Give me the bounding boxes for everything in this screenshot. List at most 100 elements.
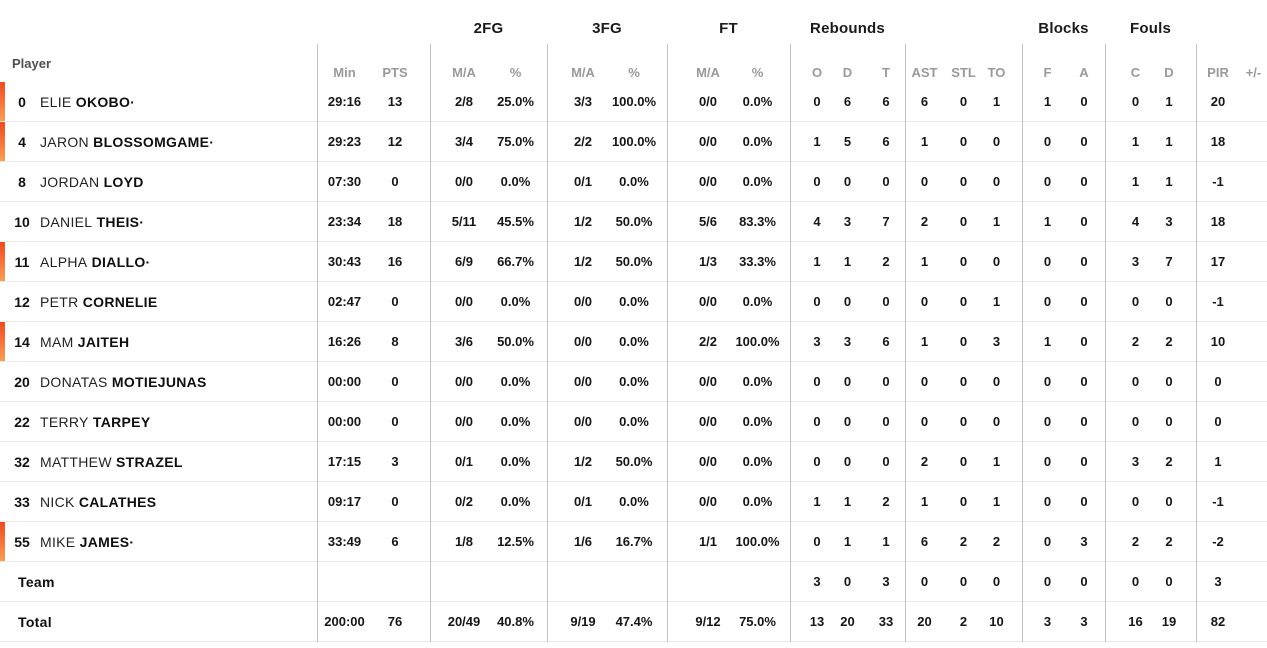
3fg-made-attempted: 0/0 — [573, 294, 593, 309]
ft-made-attempted: 1/3 — [698, 254, 718, 269]
pir-value: -2 — [1212, 534, 1224, 549]
3fg-made-attempted: 0/0 — [573, 414, 593, 429]
points-value — [372, 562, 430, 601]
steals: 0 — [959, 454, 968, 469]
player-name: TERRY TARPEY — [40, 413, 151, 430]
table-row[interactable]: 8 JORDAN LOYD 07:30 0 0/0 0.0% 0/1 0.0% … — [0, 162, 1267, 202]
minutes-value: 33:49 — [327, 534, 362, 549]
player-name: MIKE JAMES· — [40, 533, 135, 550]
blocks-for: 0 — [1043, 174, 1052, 189]
plus-minus-value — [1240, 122, 1267, 161]
2fg-made-attempted: 20/49 — [447, 614, 481, 629]
defensive-rebounds: 3 — [843, 334, 852, 349]
table-row[interactable]: 33 NICK CALATHES 09:17 0 0/2 0.0% 0/1 0.… — [0, 482, 1267, 522]
player-cell: 32 MATTHEW STRAZEL — [0, 442, 317, 481]
column-divider — [547, 44, 548, 642]
offensive-rebounds: 3 — [813, 334, 821, 349]
2fg-percentage: 0.0% — [500, 494, 531, 509]
player-cell: Team — [0, 562, 317, 601]
player-cell: 20 DONATAS MOTIEJUNAS — [0, 362, 317, 401]
turnovers: 1 — [992, 494, 1001, 509]
plus-minus-value — [1240, 402, 1267, 441]
fouls-drawn: 0 — [1165, 374, 1173, 389]
3fg-percentage: 50.0% — [615, 254, 653, 269]
2fg-percentage: 0.0% — [500, 454, 531, 469]
player-name: ALPHA DIALLO· — [40, 253, 151, 270]
table-row[interactable]: 4 JARON BLOSSOMGAME· 29:23 12 3/4 75.0% … — [0, 122, 1267, 162]
3fg-made-attempted: 0/0 — [573, 334, 593, 349]
blocks-for: 1 — [1043, 214, 1052, 229]
reb-o-column-header: O — [811, 65, 823, 80]
3fg-made-attempted: 9/19 — [570, 614, 596, 629]
blocks-for: 0 — [1043, 374, 1052, 389]
fouls-drawn: 1 — [1165, 174, 1173, 189]
ft-made-attempted: 0/0 — [698, 414, 718, 429]
3fg-made-attempted: 3/3 — [573, 94, 593, 109]
ft-percentage: 0.0% — [742, 454, 773, 469]
blocks-against: 0 — [1080, 214, 1088, 229]
blocks-against: 0 — [1080, 494, 1088, 509]
player-name: NICK CALATHES — [40, 493, 157, 510]
3fg-made-attempted: 1/2 — [573, 214, 593, 229]
table-row[interactable]: 10 DANIEL THEIS· 23:34 18 5/11 45.5% 1/2… — [0, 202, 1267, 242]
to-column-header: TO — [987, 65, 1006, 80]
table-row: Total 200:00 76 20/49 40.8% 9/19 47.4% 9… — [0, 602, 1267, 642]
fouls-committed: 0 — [1131, 414, 1140, 429]
steals: 0 — [959, 334, 968, 349]
fouls-committed: 3 — [1131, 454, 1140, 469]
points-value: 12 — [387, 134, 403, 149]
plus-minus-value — [1240, 242, 1267, 281]
plus-minus-value — [1240, 562, 1267, 601]
2fg-pct-column-header: % — [509, 65, 522, 80]
points-value: 0 — [391, 294, 399, 309]
column-divider — [1022, 44, 1023, 642]
player-cell: 11 ALPHA DIALLO· — [0, 242, 317, 281]
points-value: 0 — [391, 414, 399, 429]
column-divider — [667, 44, 668, 642]
ft-made-attempted: 0/0 — [698, 134, 718, 149]
plus-minus-value — [1240, 602, 1267, 641]
table-row[interactable]: 0 ELIE OKOBO· 29:16 13 2/8 25.0% 3/3 100… — [0, 82, 1267, 122]
points-value: 6 — [391, 534, 399, 549]
blocks-against: 0 — [1080, 334, 1088, 349]
minutes-value: 07:30 — [327, 174, 362, 189]
player-cell: 4 JARON BLOSSOMGAME· — [0, 122, 317, 161]
table-row[interactable]: 22 TERRY TARPEY 00:00 0 0/0 0.0% 0/0 0.0… — [0, 402, 1267, 442]
2fg-made-attempted: 0/0 — [454, 174, 474, 189]
column-divider — [905, 44, 906, 642]
2fg-percentage: 66.7% — [497, 254, 534, 269]
ast-column-header: AST — [911, 65, 938, 80]
2fg-percentage: 0.0% — [500, 294, 531, 309]
ft-percentage: 83.3% — [739, 214, 776, 229]
offensive-rebounds: 0 — [813, 174, 821, 189]
minutes-value: 09:17 — [327, 494, 362, 509]
ft-made-attempted: 1/1 — [698, 534, 718, 549]
minutes-value: 16:26 — [327, 334, 362, 349]
ft-percentage — [735, 562, 790, 601]
jersey-number: 12 — [14, 293, 30, 310]
blocks-against: 3 — [1080, 614, 1088, 629]
jersey-number: 10 — [14, 213, 30, 230]
ft-percentage: 0.0% — [742, 94, 773, 109]
fouls-drawn: 1 — [1165, 94, 1173, 109]
table-row[interactable]: 20 DONATAS MOTIEJUNAS 00:00 0 0/0 0.0% 0… — [0, 362, 1267, 402]
fouls-drawn: 0 — [1165, 414, 1173, 429]
ft-ma-column-header: M/A — [696, 65, 720, 80]
jersey-number: 4 — [18, 133, 26, 150]
assists: 2 — [920, 454, 929, 469]
on-court-indicator — [0, 322, 5, 361]
table-row[interactable]: 55 MIKE JAMES· 33:49 6 1/8 12.5% 1/6 16.… — [0, 522, 1267, 562]
defensive-rebounds: 1 — [843, 254, 852, 269]
3fg-percentage: 0.0% — [619, 294, 649, 309]
2fg-made-attempted: 5/11 — [451, 214, 477, 229]
table-row[interactable]: 32 MATTHEW STRAZEL 17:15 3 0/1 0.0% 1/2 … — [0, 442, 1267, 482]
2fg-ma-column-header: M/A — [452, 65, 476, 80]
player-name: JARON BLOSSOMGAME· — [40, 133, 215, 150]
table-row[interactable]: 12 PETR CORNELIE 02:47 0 0/0 0.0% 0/0 0.… — [0, 282, 1267, 322]
total-rebounds: 6 — [882, 334, 890, 349]
table-row[interactable]: 14 MAM JAITEH 16:26 8 3/6 50.0% 0/0 0.0%… — [0, 322, 1267, 362]
table-row[interactable]: 11 ALPHA DIALLO· 30:43 16 6/9 66.7% 1/2 … — [0, 242, 1267, 282]
2fg-made-attempted: 2/8 — [454, 94, 474, 109]
ft-percentage: 33.3% — [739, 254, 776, 269]
player-cell: 33 NICK CALATHES — [0, 482, 317, 521]
